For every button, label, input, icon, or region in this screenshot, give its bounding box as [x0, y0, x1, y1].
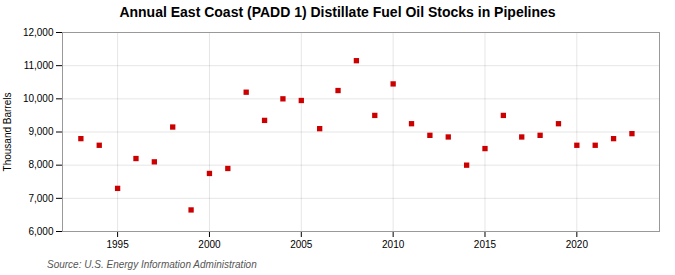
html-text:Annual East Coast (PADD 1) Dis: Annual East Coast (PADD 1) Distillate Fu…	[119, 4, 556, 20]
svg-text:10,000: 10,000	[23, 93, 54, 104]
svg-text:2005: 2005	[290, 239, 313, 250]
html-text:Source: U.S. Energy Informatio: Source: U.S. Energy Information Administ…	[47, 259, 257, 270]
svg-text:12,000: 12,000	[23, 27, 54, 38]
svg-text:2015: 2015	[474, 239, 497, 250]
svg-text:2000: 2000	[198, 239, 221, 250]
svg-text:9,000: 9,000	[28, 126, 53, 137]
svg-text:2020: 2020	[566, 239, 589, 250]
svg-text:1995: 1995	[106, 239, 129, 250]
svg-text:2010: 2010	[382, 239, 405, 250]
svg-text:8,000: 8,000	[28, 159, 53, 170]
svg-text:6,000: 6,000	[28, 226, 53, 237]
svg-text:11,000: 11,000	[24, 60, 54, 71]
svg-text:Thousand Barrels: Thousand Barrels	[2, 93, 13, 172]
svg-text:7,000: 7,000	[28, 193, 53, 204]
